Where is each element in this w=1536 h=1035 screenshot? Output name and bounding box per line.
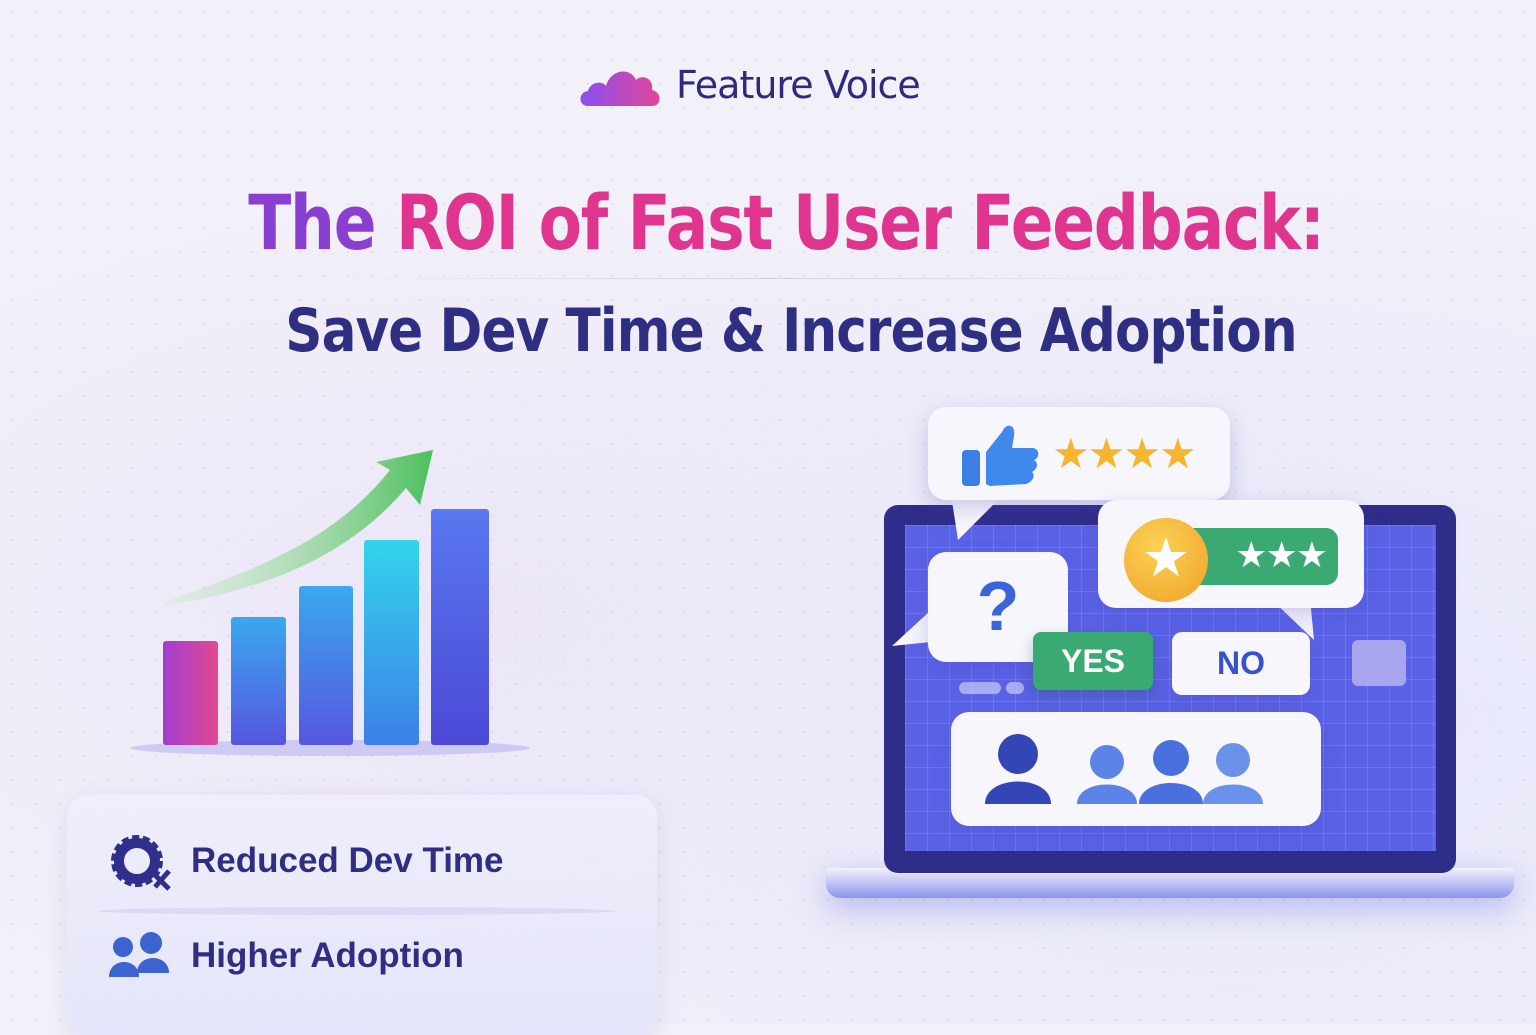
feature-item: Higher Adoption <box>107 931 464 981</box>
title-part-1: The <box>248 178 376 267</box>
subtitle: Save Dev Time & Increase Adoption <box>285 296 1297 366</box>
question-bubble: ? <box>928 552 1068 662</box>
bar-1 <box>163 641 218 745</box>
screen-pill <box>1006 682 1024 694</box>
users-card <box>951 712 1321 826</box>
four-stars-icon: ★★★★ <box>1052 430 1197 477</box>
feature-item: Reduced Dev Time <box>107 831 504 891</box>
users-icon <box>985 734 1263 804</box>
brand-name: Feature Voice <box>676 63 921 107</box>
users-icon <box>109 932 169 977</box>
thumbs-up-icon <box>962 425 1039 486</box>
bubble-tail <box>950 488 1010 540</box>
yes-button[interactable]: YES <box>1033 632 1153 690</box>
divider <box>330 278 1210 279</box>
feature-label: Reduced Dev Time <box>191 841 504 880</box>
title-part-2: ROI of Fast User Feedback: <box>395 178 1325 267</box>
star-badge-icon: ★ <box>1124 518 1208 602</box>
star-rating-bubble: ★★★ ★ <box>1098 500 1364 608</box>
growth-arrow <box>165 450 433 606</box>
bar-2 <box>231 617 286 745</box>
features-card: Reduced Dev Time Higher Adoption <box>67 795 657 1035</box>
bar-5 <box>431 509 489 745</box>
screen-square <box>1352 640 1406 686</box>
brand-logo: Feature Voice <box>578 62 921 108</box>
gear-icon <box>111 835 171 891</box>
bubble-tail <box>1270 598 1314 640</box>
feature-label: Higher Adoption <box>191 936 464 975</box>
page-title: The ROI of Fast User Feedback: <box>134 178 1439 267</box>
cloud-icon <box>580 71 660 106</box>
bar-4 <box>364 540 419 745</box>
feature-separator <box>97 907 617 915</box>
screen-pill <box>959 682 1001 694</box>
thumbs-up-rating-bubble: ★★★★ <box>928 407 1230 500</box>
no-button[interactable]: NO <box>1172 632 1310 695</box>
chart-shadow <box>130 740 530 756</box>
bar-3 <box>299 586 353 745</box>
rising-bar-chart-icon <box>130 450 530 756</box>
laptop-base <box>826 868 1514 898</box>
